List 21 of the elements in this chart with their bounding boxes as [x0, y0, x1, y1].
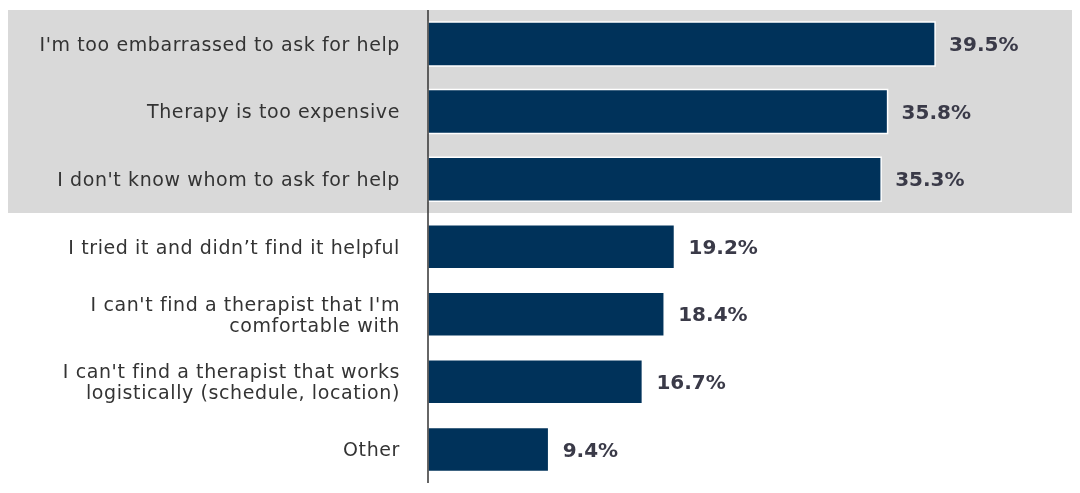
data-label: 16.7%	[656, 369, 726, 394]
bar	[427, 88, 889, 135]
data-label: 39.5%	[949, 32, 1019, 57]
y-tick-label: I'm too embarrassed to ask for help	[39, 32, 400, 55]
y-tick-label: I don't know whom to ask for help	[57, 167, 400, 190]
bar	[427, 426, 550, 473]
data-label: 18.4%	[678, 302, 748, 327]
data-label: 9.4%	[562, 437, 619, 462]
y-tick-label: I tried it and didn’t find it helpful	[68, 235, 400, 258]
y-tick-label: I can't find a therapist that works logistically (schedule, location)	[62, 360, 400, 404]
data-label: 35.8%	[901, 99, 971, 124]
bar	[427, 156, 882, 202]
bar	[427, 291, 665, 338]
data-label: 19.2%	[688, 234, 758, 259]
y-tick-label: Other	[343, 438, 400, 461]
bar	[427, 21, 936, 67]
y-tick-label: I can't find a therapist that I'm comfortable with	[90, 292, 400, 336]
bar	[427, 359, 644, 405]
bar	[427, 223, 676, 270]
y-tick-label: Therapy is too expensive	[146, 100, 400, 123]
data-label: 35.3%	[895, 167, 965, 192]
